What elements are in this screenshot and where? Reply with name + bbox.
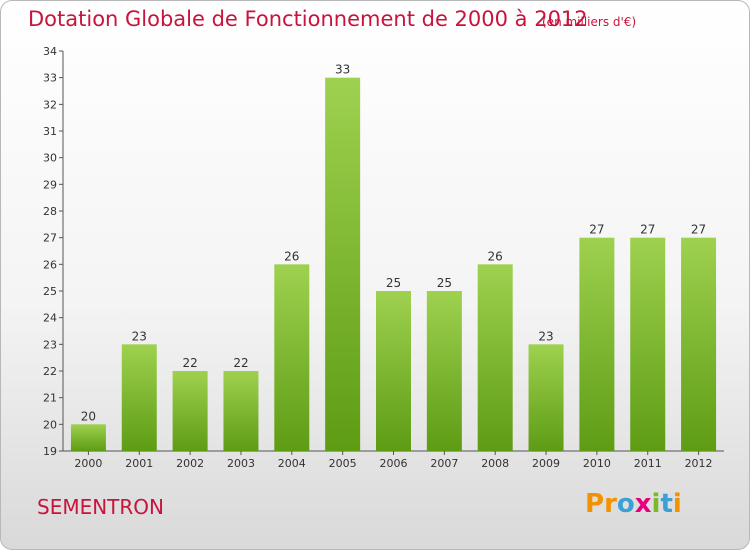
bar (70, 424, 106, 451)
x-tick-label: 2012 (685, 457, 713, 470)
x-tick-label: 2008 (481, 457, 509, 470)
x-tick-label: 2006 (380, 457, 408, 470)
bar (325, 77, 361, 452)
bar (426, 291, 462, 451)
y-tick-label: 34 (43, 45, 57, 58)
bar (121, 344, 157, 451)
logo-letter: i (672, 489, 682, 519)
proxiti-logo: Proxiti (585, 489, 682, 519)
bar-value-label: 25 (437, 276, 452, 290)
y-tick-label: 30 (43, 152, 57, 165)
y-tick-label: 31 (43, 125, 57, 138)
bar-value-label: 27 (691, 223, 706, 237)
x-tick-label: 2004 (278, 457, 306, 470)
x-tick-label: 2005 (329, 457, 357, 470)
bar (376, 291, 411, 451)
logo-letter: P (585, 489, 605, 519)
x-tick-label: 2007 (430, 457, 458, 470)
y-tick-label: 22 (43, 365, 57, 378)
y-tick-label: 33 (43, 72, 57, 85)
y-tick-label: 23 (43, 338, 57, 351)
bar (579, 237, 615, 451)
bar-value-label: 27 (589, 223, 604, 237)
bar-value-label: 26 (284, 249, 299, 263)
x-tick-label: 2000 (74, 457, 102, 470)
logo-letter: i (651, 489, 661, 519)
bar-value-label: 33 (335, 63, 350, 77)
bar (681, 237, 717, 451)
bar-value-label: 22 (182, 356, 197, 370)
bar (630, 237, 666, 451)
value-labels: 20 23 22 22 26 33 25 25 26 23 27 27 27 (81, 63, 706, 424)
y-tick-label: 28 (43, 205, 57, 218)
commune-name: SEMENTRON (37, 495, 165, 519)
bar-value-label: 25 (386, 276, 401, 290)
y-tick-label: 21 (43, 392, 57, 405)
logo-letter: t (660, 489, 673, 519)
bar (528, 344, 564, 451)
logo-letter: o (616, 489, 635, 519)
y-tick-label: 29 (43, 178, 57, 191)
y-tick-label: 27 (43, 232, 57, 245)
bar (172, 371, 208, 451)
x-tick-label: 2001 (125, 457, 153, 470)
bar-value-label: 27 (640, 223, 655, 237)
y-tick-label: 24 (43, 312, 57, 325)
bar (223, 371, 259, 451)
y-tick-label: 26 (43, 258, 57, 271)
y-tick-label: 20 (43, 418, 57, 431)
bar-value-label: 23 (538, 329, 553, 343)
logo-letter: x (634, 489, 652, 519)
x-tick-label: 2011 (634, 457, 662, 470)
y-tick-label: 32 (43, 98, 57, 111)
unit-label: (en milliers d'€) (542, 15, 637, 29)
x-tick-label: 2002 (176, 457, 204, 470)
logo-letter: r (604, 489, 617, 519)
x-tick-label: 2010 (583, 457, 611, 470)
bar-value-label: 26 (488, 249, 503, 263)
y-tick-label: 19 (43, 445, 57, 458)
bar (477, 264, 513, 451)
x-tick-label: 2003 (227, 457, 255, 470)
x-tick-label: 2009 (532, 457, 560, 470)
bar (274, 264, 310, 451)
bar-value-label: 22 (233, 356, 248, 370)
bar-value-label: 20 (81, 409, 96, 423)
axes: 19 20 21 22 23 24 25 26 27 28 29 30 31 32 33 34 2000 2001… (43, 45, 724, 470)
y-tick-label: 25 (43, 285, 57, 298)
bar-value-label: 23 (132, 329, 147, 343)
chart-title: Dotation Globale de Fonctionnement de 20… (28, 7, 588, 31)
bars (70, 77, 717, 452)
